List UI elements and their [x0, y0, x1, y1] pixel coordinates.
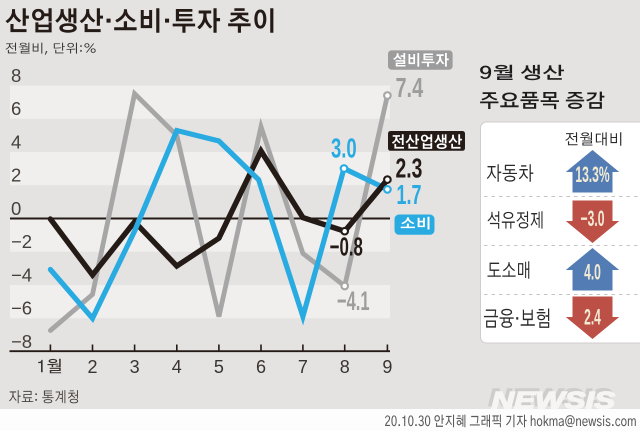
svg-text:2.4: 2.4: [584, 305, 601, 330]
svg-text:−2: −2: [11, 231, 32, 252]
svg-text:8: 8: [340, 357, 350, 377]
svg-text:4: 4: [172, 357, 182, 377]
svg-text:7: 7: [298, 357, 308, 377]
svg-text:2: 2: [11, 165, 21, 186]
svg-text:1.7: 1.7: [397, 179, 422, 210]
svg-text:9: 9: [382, 357, 392, 377]
svg-text:8: 8: [11, 65, 21, 86]
svg-text:−0.8: −0.8: [330, 232, 363, 262]
svg-text:2: 2: [87, 357, 97, 377]
svg-text:0: 0: [11, 198, 21, 219]
svg-text:5: 5: [214, 357, 224, 377]
svg-text:6: 6: [256, 357, 266, 377]
svg-text:−4.1: −4.1: [337, 286, 370, 316]
svg-text:13.3%: 13.3%: [575, 162, 609, 187]
svg-text:NEWSIS: NEWSIS: [492, 387, 616, 414]
svg-text:6: 6: [11, 98, 21, 119]
svg-text:7.4: 7.4: [396, 73, 424, 104]
svg-text:−8: −8: [11, 331, 32, 352]
svg-text:−3.0: −3.0: [581, 206, 605, 231]
svg-text:4.0: 4.0: [584, 260, 601, 285]
svg-text:NEWSIS: NEWSIS: [489, 384, 613, 411]
svg-text:3.0: 3.0: [331, 134, 357, 165]
svg-text:4: 4: [11, 131, 21, 152]
svg-text:−4: −4: [11, 264, 32, 285]
svg-text:−6: −6: [11, 298, 32, 319]
svg-text:3: 3: [130, 357, 140, 377]
svg-text:2.3: 2.3: [396, 153, 423, 184]
